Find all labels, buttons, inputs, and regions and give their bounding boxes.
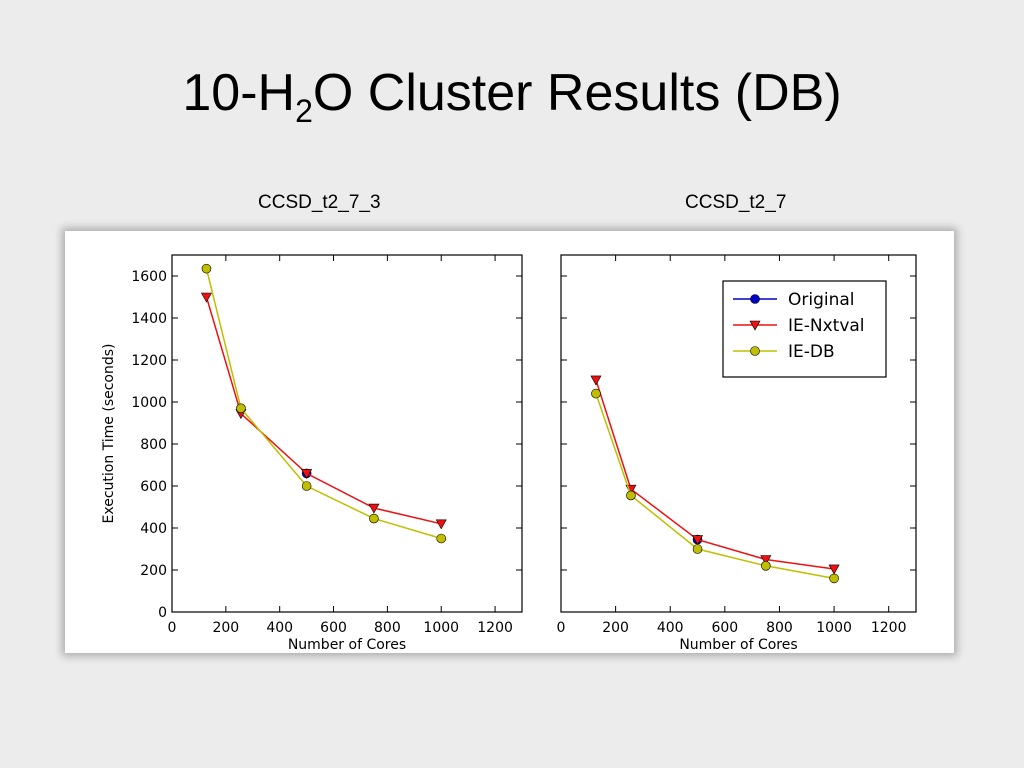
y-tick-label: 0 bbox=[158, 605, 167, 621]
y-tick-label: 1000 bbox=[131, 395, 167, 411]
title-subscript: 2 bbox=[295, 93, 313, 129]
left-chart-label: CCSD_t2_7_3 bbox=[258, 192, 381, 213]
x-tick-label: 1000 bbox=[423, 620, 459, 636]
y-tick-label: 600 bbox=[140, 479, 167, 495]
slide-title: 10-H2O Cluster Results (DB) bbox=[0, 62, 1024, 127]
x-tick-label: 0 bbox=[168, 620, 177, 636]
legend-box bbox=[722, 280, 887, 378]
legend-marker-original bbox=[750, 294, 760, 304]
y-tick-label: 1600 bbox=[131, 269, 167, 285]
figure-panel: 0 200 400 600 800 1000 1200 0 200 400 600 800 1000 12… bbox=[65, 231, 954, 653]
data-point-ie-nxtval bbox=[828, 564, 840, 575]
x-tick-label: 600 bbox=[711, 620, 738, 636]
x-tick-label: 400 bbox=[266, 620, 293, 636]
data-point-ie-db bbox=[626, 490, 636, 501]
y-tick-label: 200 bbox=[140, 563, 167, 579]
y-tick-label: 800 bbox=[140, 437, 167, 453]
y-tick-label: 1400 bbox=[131, 311, 167, 327]
legend-marker-ie-db bbox=[750, 346, 760, 356]
x-tick-label: 800 bbox=[374, 620, 401, 636]
data-point-ie-db bbox=[692, 544, 703, 554]
data-point-ie-db bbox=[436, 533, 447, 544]
data-point-ie-nxtval bbox=[435, 519, 447, 530]
data-point-ie-db bbox=[369, 513, 379, 524]
chart-right: 0 200 400 600 800 1000 1200 Number of Cores Orig… bbox=[557, 254, 917, 653]
legend-label-original: Original bbox=[788, 290, 855, 310]
data-point-ie-db bbox=[201, 263, 212, 274]
legend-label-ie-nxtval: IE-Nxtval bbox=[788, 316, 865, 336]
x-tick-label: 1000 bbox=[816, 620, 852, 636]
x-tick-label: 200 bbox=[602, 620, 629, 636]
x-tick-label: 800 bbox=[766, 620, 793, 636]
data-point-ie-nxtval bbox=[200, 292, 212, 303]
data-point-ie-db bbox=[591, 388, 601, 399]
x-axis-label: Number of Cores bbox=[288, 637, 406, 653]
x-tick-label: 400 bbox=[657, 620, 684, 636]
chart-left: 0 200 400 600 800 1000 1200 0 200 400 600 800 1000 12… bbox=[101, 254, 523, 653]
title-suffix: O Cluster Results (DB) bbox=[312, 64, 842, 122]
x-tick-label: 1200 bbox=[871, 620, 907, 636]
y-axis-label: Execution Time (seconds) bbox=[101, 343, 117, 523]
x-tick-label: 1200 bbox=[477, 620, 513, 636]
data-point-ie-nxtval bbox=[692, 535, 704, 546]
y-tick-label: 400 bbox=[140, 521, 167, 537]
x-axis-label: Number of Cores bbox=[679, 637, 797, 653]
x-tick-label: 600 bbox=[320, 620, 347, 636]
right-chart-label: CCSD_t2_7 bbox=[685, 192, 787, 213]
data-point-ie-db bbox=[301, 481, 312, 491]
data-point-ie-nxtval bbox=[760, 555, 772, 566]
legend-marker-ie-nxtval bbox=[749, 320, 761, 331]
x-tick-label: 200 bbox=[212, 620, 239, 636]
data-point-ie-db bbox=[829, 573, 839, 584]
data-point-ie-nxtval bbox=[301, 469, 313, 480]
y-tick-label: 1200 bbox=[131, 353, 167, 369]
data-point-ie-db bbox=[761, 560, 771, 571]
data-point-ie-nxtval bbox=[368, 503, 380, 514]
x-tick-label: 0 bbox=[557, 620, 566, 636]
data-point-ie-nxtval bbox=[590, 375, 602, 386]
charts-svg: 0 200 400 600 800 1000 1200 0 200 400 600 800 1000 12… bbox=[101, 254, 917, 653]
plot-frame bbox=[560, 254, 917, 613]
plot-frame bbox=[171, 254, 523, 613]
legend-label-ie-db: IE-DB bbox=[788, 342, 835, 362]
data-point-ie-db bbox=[236, 403, 246, 414]
title-prefix: 10-H bbox=[182, 64, 296, 122]
series-line-ie-nxtval bbox=[595, 379, 835, 570]
